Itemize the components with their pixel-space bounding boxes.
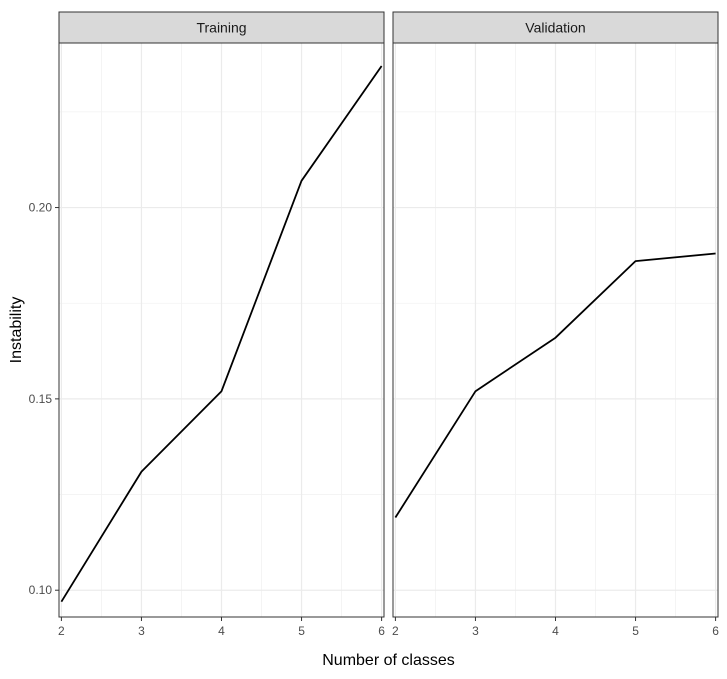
y-tick-label: 0.10 (29, 583, 53, 597)
y-tick-label: 0.20 (29, 201, 53, 215)
x-tick-label: 6 (378, 624, 385, 638)
series-line-training (60, 65, 383, 603)
x-tick-label: 4 (218, 624, 225, 638)
y-tick-label: 0.15 (29, 392, 53, 406)
x-tick-label: 2 (58, 624, 65, 638)
facet-title: Training (196, 20, 246, 36)
text-layer: Training 2 3 4 5 6 Validation 2 3 4 5 6 0.10 0.15 0.20… (8, 20, 719, 670)
series-line-validation (394, 252, 716, 518)
x-tick-label: 6 (712, 624, 719, 638)
x-tick-label: 4 (552, 624, 559, 638)
x-tick-label: 5 (298, 624, 305, 638)
line-layer (60, 65, 716, 603)
grid-layer (59, 43, 718, 617)
x-tick-label: 2 (392, 624, 399, 638)
frame-layer (55, 11, 719, 621)
x-tick-label: 3 (138, 624, 145, 638)
x-tick-label: 5 (632, 624, 639, 638)
facet-title: Validation (525, 20, 585, 36)
x-tick-label: 3 (472, 624, 479, 638)
x-axis-title: Number of classes (322, 652, 455, 669)
y-axis-title: Instability (8, 297, 25, 364)
facet-strip (58, 11, 385, 44)
